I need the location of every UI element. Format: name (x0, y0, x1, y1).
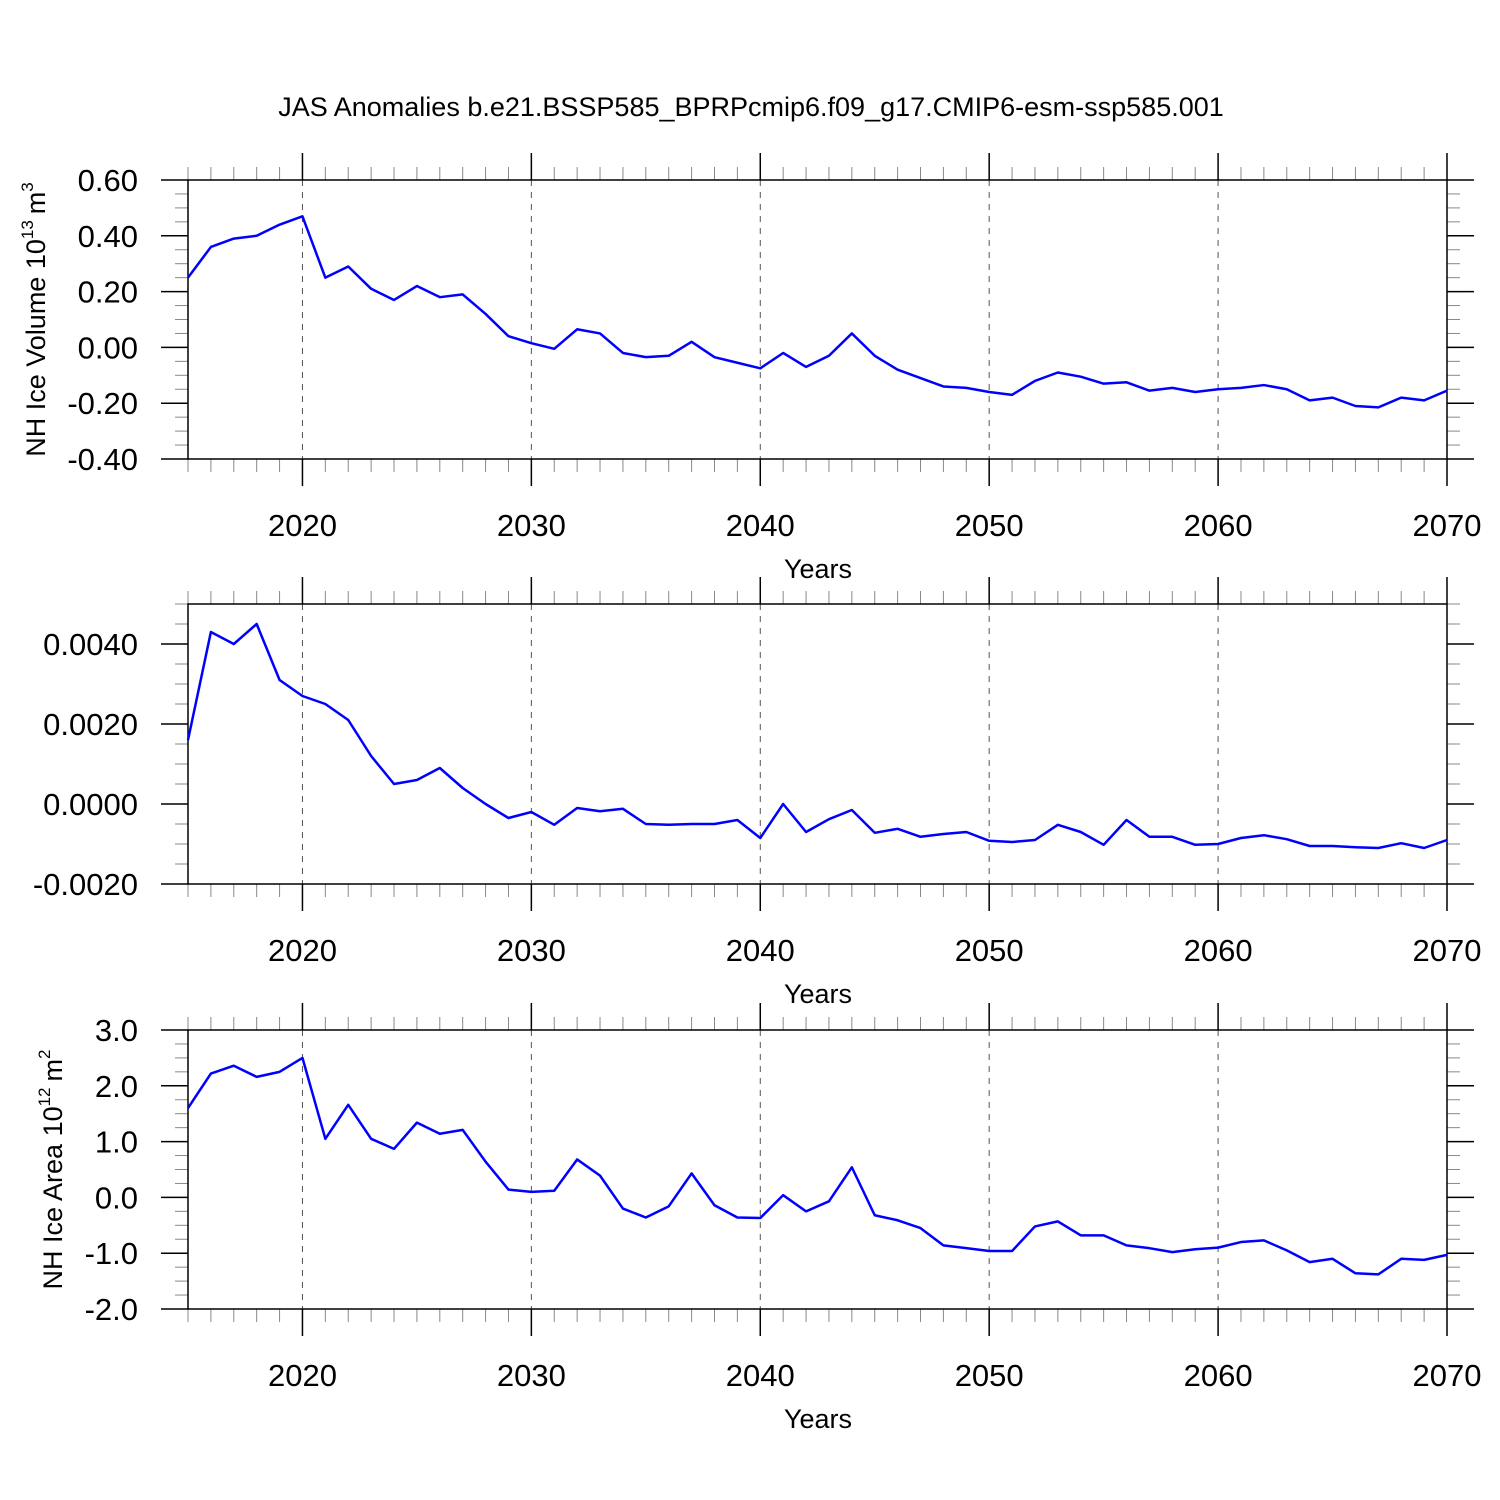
y-tick-label: 1.0 (95, 1125, 138, 1160)
y-tick-label: -0.40 (67, 442, 138, 477)
x-tick-label: 2050 (955, 933, 1024, 968)
x-tick-label: 2030 (497, 508, 566, 543)
y-tick-label: 0.0040 (43, 627, 138, 662)
y-axis-label-ylabel-unit-sup: 2 (35, 1050, 54, 1059)
x-tick-label: 2070 (1413, 933, 1482, 968)
x-tick-label: 2020 (268, 508, 337, 543)
x-axis-label: Years (784, 979, 852, 1009)
y-tick-label: 2.0 (95, 1069, 138, 1104)
y-axis-label: NH Ice Area 1012 m2 (35, 1050, 68, 1290)
x-tick-label: 2060 (1184, 933, 1253, 968)
y-tick-label: 0.0020 (43, 707, 138, 742)
y-axis-label-ylabel: NH Snow Volume 10 (0, 648, 1, 897)
y-axis-label-ylabel-unit-sup: 3 (18, 182, 37, 191)
x-tick-label: 2020 (268, 933, 337, 968)
y-tick-label: -0.0020 (33, 867, 138, 902)
x-tick-label: 2050 (955, 1358, 1024, 1393)
y-axis-label-ylabel-unit: m (0, 600, 1, 623)
y-axis-label-ylabel-unit: m (38, 1059, 68, 1082)
y-axis-label: NH Snow Volume 1013m3 (0, 591, 1, 897)
y-axis-label-ylabel: NH Ice Volume 10 (21, 239, 51, 457)
series-line (186, 1056, 1448, 1276)
x-tick-label: 2070 (1413, 1358, 1482, 1393)
x-tick-label: 2030 (497, 1358, 566, 1393)
y-tick-label: -1.0 (85, 1236, 138, 1271)
y-tick-label: 0.40 (78, 219, 138, 254)
y-axis-label: NH Ice Volume 1013 m3 (18, 182, 51, 457)
x-axis-label: Years (784, 1404, 852, 1434)
y-tick-label: 3.0 (95, 1013, 138, 1048)
x-tick-label: 2060 (1184, 1358, 1253, 1393)
x-tick-label: 2040 (726, 1358, 795, 1393)
y-axis-label-ylabel-sup: 13 (18, 220, 37, 239)
y-tick-label: -2.0 (85, 1292, 138, 1327)
plot-frame (187, 1029, 1448, 1310)
y-tick-label: 0.0 (95, 1180, 138, 1215)
y-axis-label-ylabel-sup: 12 (35, 1087, 54, 1106)
y-tick-label: 0.20 (78, 275, 138, 310)
series-line (186, 215, 1448, 409)
x-tick-label: 2040 (726, 508, 795, 543)
plot-frame (187, 603, 1448, 885)
plot-frame (187, 179, 1448, 460)
y-axis-label-ylabel: NH Ice Area 10 (38, 1106, 68, 1289)
x-tick-label: 2050 (955, 508, 1024, 543)
x-tick-label: 2020 (268, 1358, 337, 1393)
y-tick-label: 0.0000 (43, 787, 138, 822)
y-axis-label-ylabel-unit: m (21, 192, 51, 215)
x-tick-label: 2060 (1184, 508, 1253, 543)
chart-title: JAS Anomalies b.e21.BSSP585_BPRPcmip6.f0… (278, 92, 1224, 122)
panel-1: 0.60 0.40 0.20 0.00 -0.20 -0.40 2020 2030 2040 20… (18, 153, 1481, 584)
series-line (186, 622, 1448, 850)
y-tick-label: 0.60 (78, 163, 138, 198)
y-tick-label: 0.00 (78, 330, 138, 365)
x-tick-label: 2030 (497, 933, 566, 968)
x-axis-label: Years (784, 554, 852, 584)
x-tick-label: 2040 (726, 933, 795, 968)
x-tick-label: 2070 (1413, 508, 1482, 543)
y-tick-label: -0.20 (67, 386, 138, 421)
panel-2: 0.0040 0.0020 0.0000 -0.0020 2020 2030 2040 205… (0, 577, 1481, 1009)
panel-3: 3.0 2.0 1.0 0.0 -1.0 -2.0 2020 2030 2040 2050 2060… (35, 1003, 1481, 1434)
